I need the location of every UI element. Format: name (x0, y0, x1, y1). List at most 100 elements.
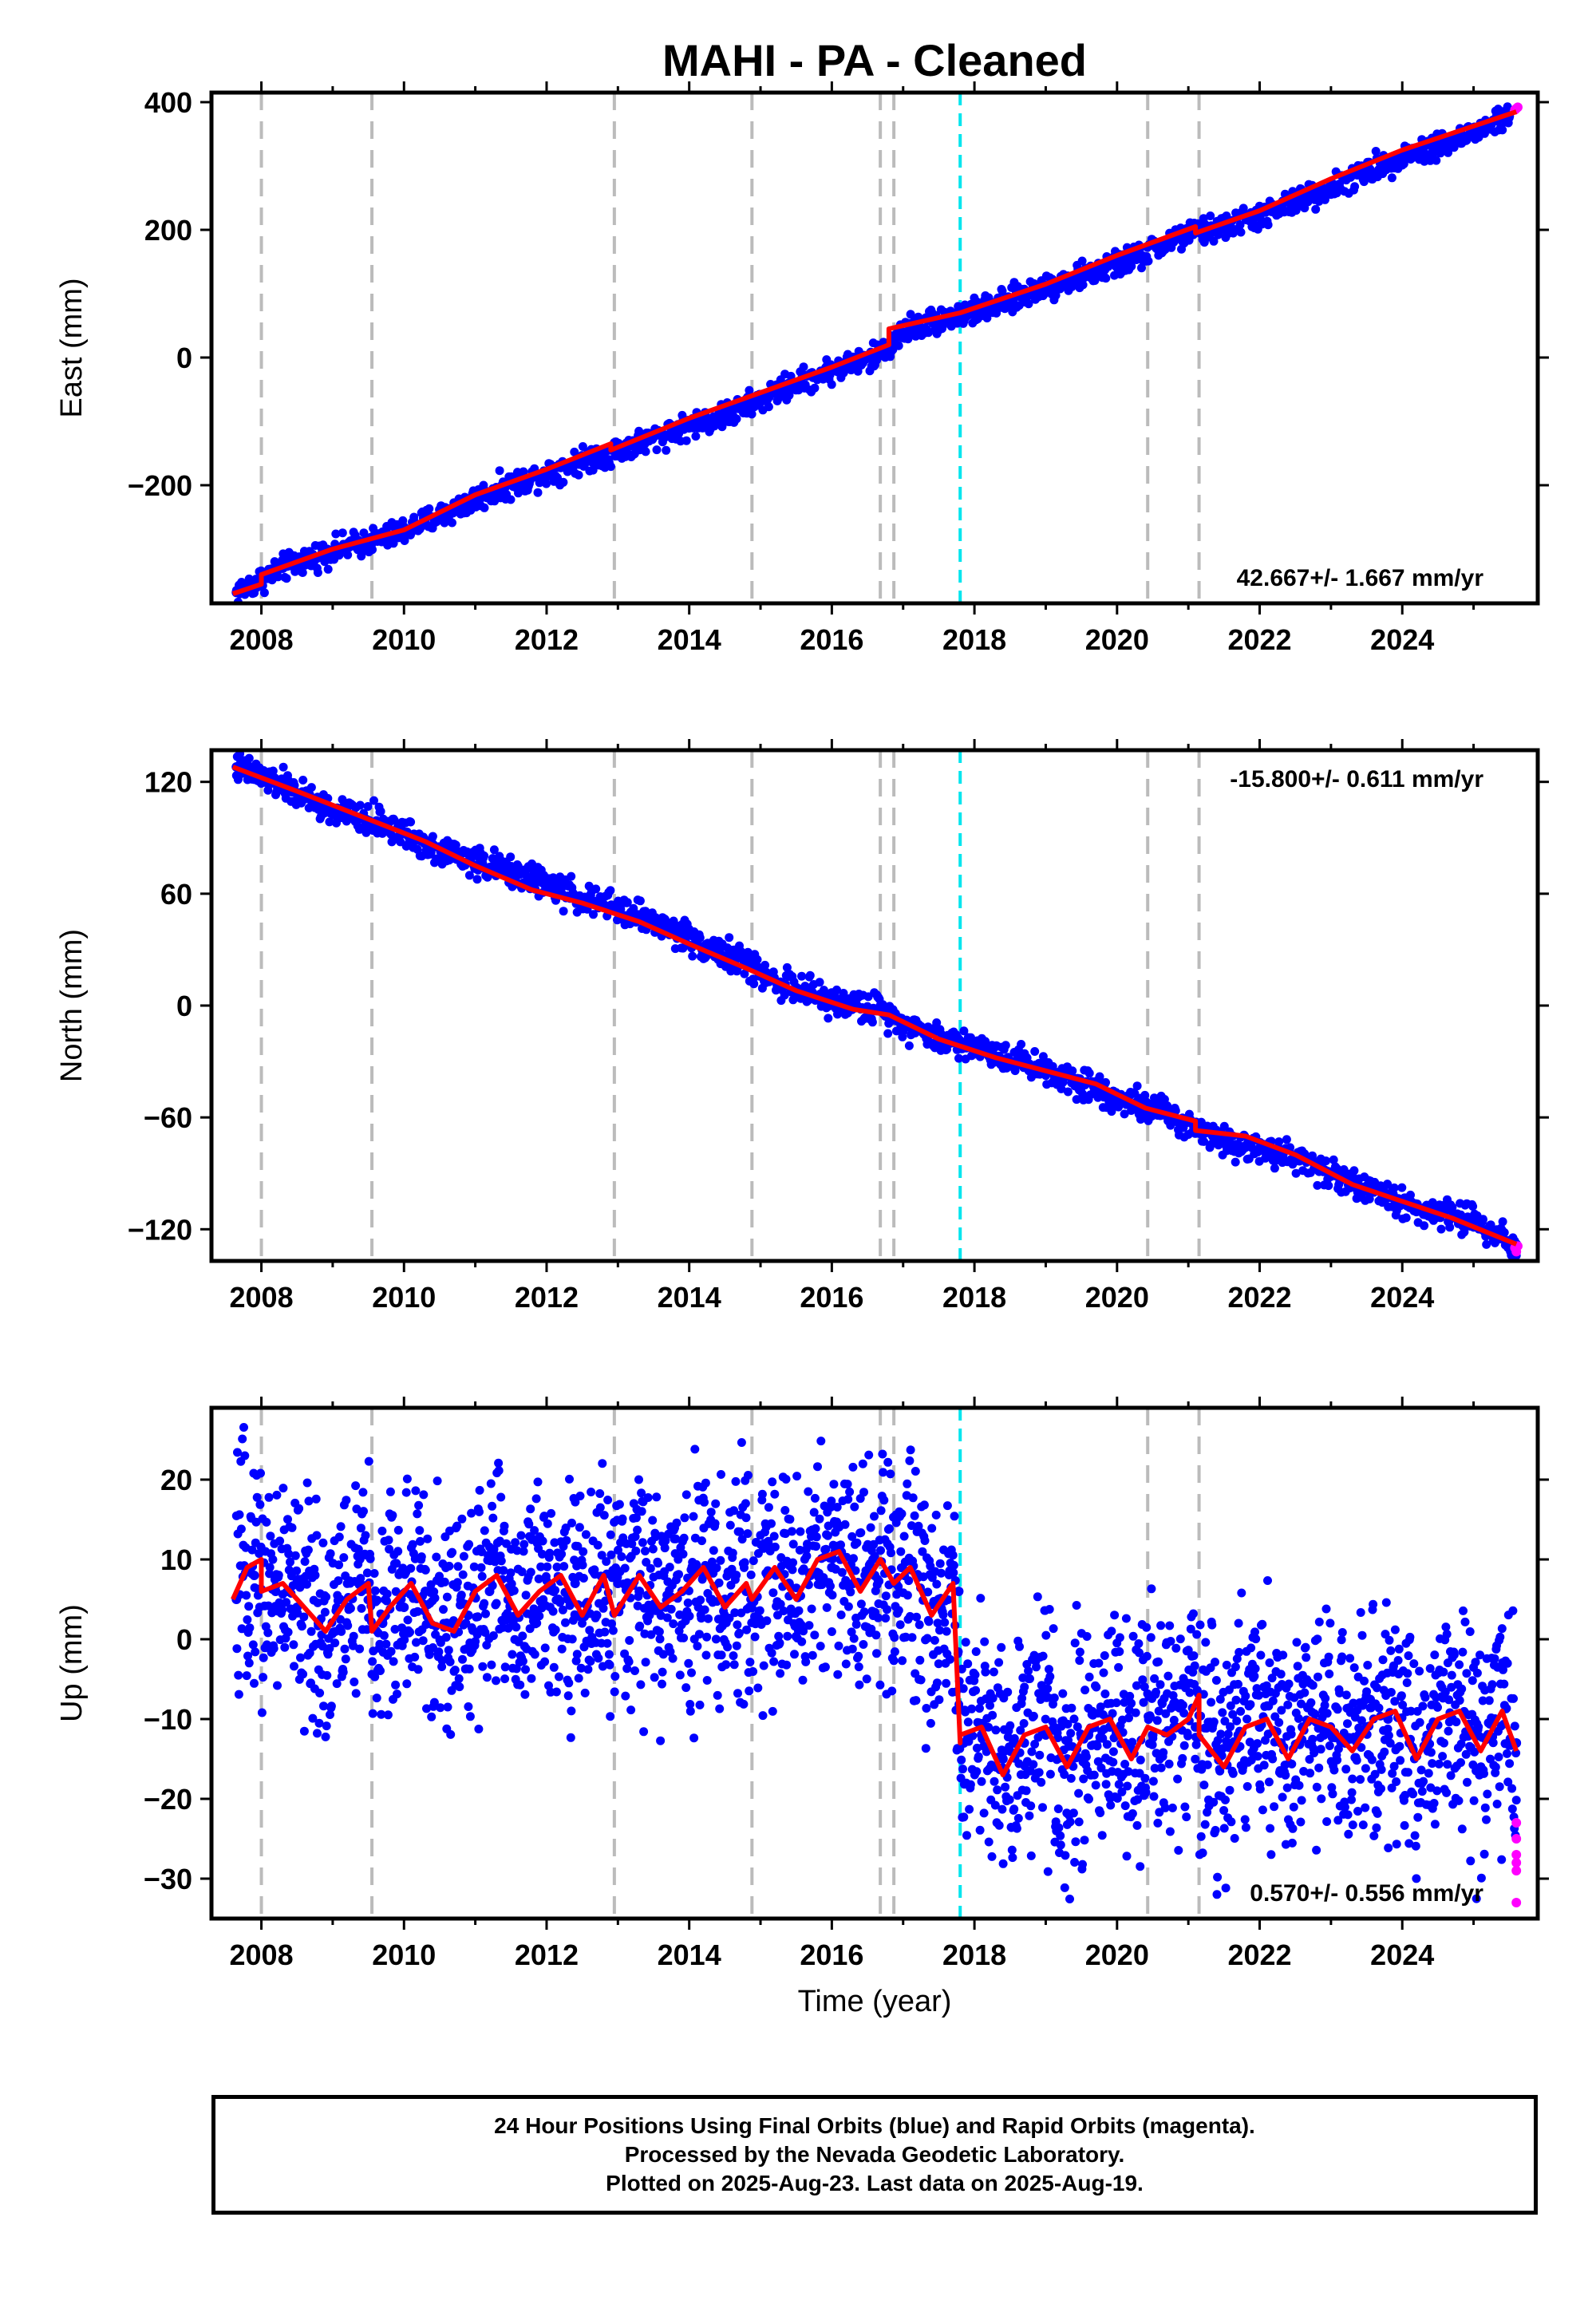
data-point-final (389, 539, 398, 548)
panel-up: 2008 2010 2012 2014 2016 2018 2020 2022 2024−30−… (55, 1397, 1549, 1971)
data-point-final (689, 1512, 698, 1521)
data-point-final (593, 1540, 602, 1550)
data-point-final (244, 1658, 254, 1668)
data-point-final (412, 1638, 421, 1647)
data-point-final (369, 1569, 379, 1578)
data-point-final (480, 1526, 489, 1535)
data-point-final (342, 1496, 351, 1505)
data-point-final (312, 1531, 322, 1540)
data-point-final (741, 1513, 751, 1523)
data-point-final (681, 1490, 691, 1500)
data-point-final (732, 1571, 741, 1580)
data-point-final (553, 473, 562, 483)
data-point-final (906, 1611, 915, 1621)
data-point-final (527, 1674, 536, 1683)
data-point-final (915, 1620, 924, 1630)
data-point-final (743, 1529, 753, 1539)
data-point-final (1095, 1072, 1104, 1081)
data-point-final (304, 1496, 314, 1506)
data-point-final (620, 1563, 630, 1573)
data-point-final (512, 1546, 522, 1555)
data-point-final (234, 1690, 243, 1699)
data-point-final (436, 1703, 445, 1713)
data-point-final (538, 1536, 547, 1546)
data-point-final (967, 1704, 977, 1713)
data-point-final (1144, 256, 1153, 266)
data-point-final (368, 1657, 377, 1666)
data-point-final (972, 1767, 982, 1777)
data-point-final (401, 1488, 411, 1497)
data-point-final (490, 1557, 500, 1567)
data-point-final (1060, 1883, 1069, 1892)
data-point-final (899, 1531, 909, 1541)
data-point-final (1359, 177, 1369, 187)
data-point-final (792, 1472, 802, 1481)
data-point-final (294, 1504, 304, 1513)
data-point-final (1030, 1047, 1040, 1056)
data-point-final (984, 1722, 994, 1732)
data-point-final (1061, 1851, 1070, 1860)
data-point-final (849, 1554, 858, 1563)
data-point-final (602, 1638, 612, 1648)
data-point-final (774, 1631, 784, 1641)
data-point-final (637, 1488, 646, 1498)
data-point-final (443, 1702, 452, 1712)
data-point-final (770, 1489, 780, 1499)
data-point-final (921, 1744, 930, 1753)
y-tick-label: 0 (176, 990, 192, 1022)
data-point-final (1049, 1694, 1059, 1702)
data-point-final (933, 1618, 942, 1628)
data-point-final (693, 1642, 702, 1651)
data-point-final (330, 1638, 340, 1648)
data-point-final (338, 528, 347, 538)
data-point-final (531, 1494, 541, 1504)
data-point-final (1029, 1760, 1038, 1769)
data-point-final (685, 1611, 694, 1621)
data-point-final (1045, 1769, 1055, 1779)
data-point-final (439, 1605, 448, 1614)
data-point-final (769, 1531, 779, 1541)
data-point-final (872, 1649, 881, 1658)
data-point-final (802, 1551, 812, 1561)
data-point-final (575, 1523, 584, 1532)
data-point-final (318, 1642, 327, 1651)
data-point-final (957, 1664, 966, 1674)
data-point-final (841, 1575, 851, 1585)
data-point-final (895, 1620, 905, 1630)
data-point-final (864, 1450, 874, 1460)
data-point-final (904, 1041, 914, 1050)
data-point-final (658, 1650, 668, 1659)
data-point-final (275, 1536, 285, 1546)
data-point-final (478, 1662, 488, 1671)
data-point-final (711, 1634, 721, 1644)
data-point-final (263, 1628, 273, 1638)
data-point-final (600, 1627, 610, 1637)
data-point-final (896, 1547, 906, 1556)
model-line (231, 765, 1518, 1247)
data-point-final (625, 1636, 634, 1645)
data-point-final (755, 1606, 764, 1615)
data-point-final (349, 1631, 358, 1641)
data-point-final (883, 1029, 893, 1038)
data-point-final (810, 1493, 820, 1503)
data-point-final (595, 1503, 605, 1512)
data-point-final (641, 447, 650, 456)
data-point-final (886, 1548, 895, 1558)
data-point-final (949, 1568, 958, 1578)
data-point-final (273, 572, 282, 582)
data-point-final (700, 1497, 709, 1507)
data-point-final (372, 1694, 381, 1703)
data-point-final (458, 1654, 467, 1664)
data-point-final (1066, 1773, 1076, 1783)
data-point-final (662, 445, 671, 455)
data-point-final (710, 1519, 720, 1528)
data-point-final (362, 1568, 372, 1578)
data-point-final (690, 1445, 700, 1454)
data-point-final (233, 1448, 242, 1457)
data-point-final (240, 1451, 250, 1460)
data-point-final (265, 1563, 275, 1572)
data-point-final (883, 1605, 891, 1614)
data-point-final (841, 1659, 851, 1669)
data-point-final (287, 1523, 297, 1532)
data-point-final (429, 1697, 439, 1707)
